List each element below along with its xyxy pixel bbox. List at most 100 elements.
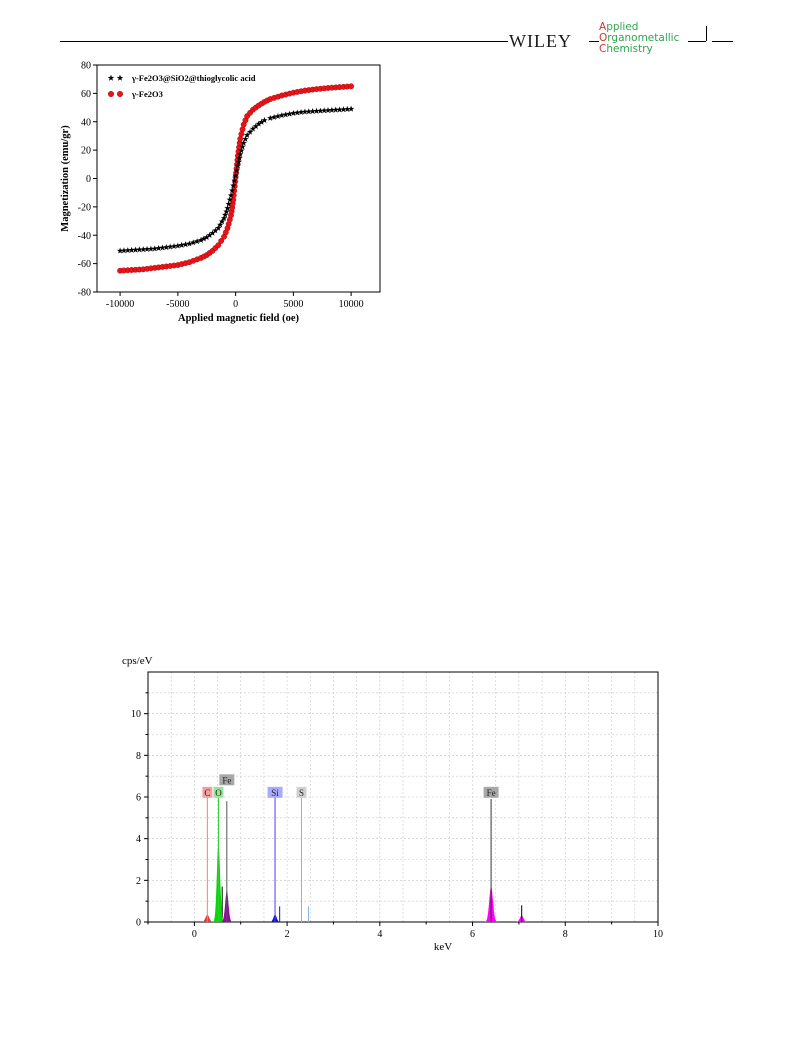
legend-marker-star: [116, 74, 124, 81]
data-point-star: [332, 106, 339, 113]
wiley-logo: WILEY: [509, 31, 572, 51]
y-axis-label: Magnetization (emu/gr): [60, 125, 71, 232]
data-point-star: [239, 143, 246, 150]
y-tick-label: 0: [86, 174, 91, 185]
x-tick-label: 10: [653, 929, 663, 940]
peak-fe: Fe: [217, 774, 237, 922]
y-tick-label: 8: [136, 751, 141, 762]
peak-label-box: [296, 786, 307, 798]
data-point-circle: [218, 238, 225, 244]
journal-dash-left: [589, 41, 599, 42]
data-point-star: [215, 224, 222, 231]
data-point-star: [229, 187, 236, 194]
peak-label-box: [483, 786, 499, 798]
journal-line-2: Organometallic: [599, 32, 680, 44]
data-point-star: [186, 240, 193, 247]
peak-label-box: [202, 786, 213, 798]
x-tick-label: 6: [470, 929, 475, 940]
data-point-star: [167, 243, 174, 250]
data-point-star: [309, 108, 316, 115]
data-point-star: [170, 243, 178, 250]
data-point-star: [116, 247, 124, 254]
peak-label: S: [299, 788, 304, 798]
data-point-star: [261, 117, 268, 123]
data-point-star: [203, 234, 210, 241]
y-tick-label: -40: [78, 231, 91, 242]
data-point-star: [328, 106, 336, 113]
peak-label: Fe: [222, 775, 231, 785]
data-point-star: [278, 112, 285, 119]
data-point-star: [317, 107, 324, 114]
journal-logo: Applied Organometallic Chemistry: [599, 22, 679, 55]
peak-label: O: [215, 788, 222, 798]
peak-o: O: [208, 786, 229, 922]
data-point-star: [324, 107, 332, 114]
data-point-star: [305, 108, 312, 115]
legend-marker-star: [107, 74, 115, 81]
data-point-circle: [239, 126, 246, 133]
x-axis-label: Applied magnetic field (oe): [178, 313, 300, 324]
data-point-star: [340, 106, 347, 113]
data-point-star: [347, 105, 355, 112]
data-point-star: [178, 241, 185, 248]
series-fe2o3: [117, 83, 355, 274]
peak-label-box: [219, 774, 235, 786]
data-point-star: [313, 107, 320, 114]
data-point-star: [226, 196, 233, 203]
data-point-star: [206, 231, 213, 238]
data-point-star: [163, 244, 170, 250]
data-point-circle: [215, 242, 222, 249]
legend-label: γ-Fe2O3: [131, 89, 163, 99]
data-point-star: [174, 242, 181, 249]
data-point-star: [128, 246, 135, 253]
x-tick-label: -10000: [106, 299, 134, 310]
y-tick-label: 6: [136, 793, 141, 804]
grid: [147, 671, 659, 922]
data-point-star: [223, 208, 230, 215]
header-rule-left: [60, 41, 508, 42]
legend-item: γ-Fe2O3@SiO2@thioglycolic acid: [107, 73, 256, 83]
data-point-star: [246, 128, 254, 135]
data-point-star: [270, 113, 278, 120]
peak-label-box: [213, 786, 224, 798]
y-tick-label: 20: [81, 146, 91, 157]
data-point-circle: [238, 131, 245, 137]
data-point-star: [255, 120, 262, 127]
data-point-circle: [348, 83, 355, 90]
x-tick-label: 10000: [339, 299, 364, 310]
peak-label: C: [204, 788, 210, 798]
data-point-star: [231, 177, 238, 184]
data-point-star: [155, 244, 162, 251]
data-point-star: [217, 221, 224, 228]
data-point-star: [290, 109, 297, 116]
legend-label: γ-Fe2O3@SiO2@thioglycolic acid: [131, 73, 256, 83]
peak-c: C: [196, 786, 219, 922]
journal-line-1: Applied: [599, 21, 639, 33]
data-point-star: [219, 218, 226, 225]
page-header: WILEY Applied Organometallic Chemistry: [0, 0, 793, 70]
data-point-star: [252, 123, 259, 130]
y-tick-label: 10: [131, 709, 141, 720]
x-tick-label: 5000: [283, 299, 303, 310]
data-point-star: [242, 135, 249, 142]
y-tick-label: 4: [136, 834, 141, 845]
y-tick-label: 60: [81, 89, 91, 100]
y-tick-label: 2: [136, 876, 141, 887]
data-point-star: [267, 114, 274, 121]
data-point-star: [238, 147, 245, 154]
peak-si: Si: [265, 786, 285, 922]
magnetization-chart: -10000 -5000 0 5000 10000 -80 -60 -40 -20 0 20 40 60…: [60, 61, 381, 324]
data-point-star: [258, 118, 265, 125]
data-point-star: [182, 241, 189, 248]
data-point-star: [224, 204, 231, 211]
data-point-star: [120, 247, 128, 254]
data-point-star: [227, 192, 235, 199]
data-point-star: [200, 235, 207, 242]
data-point-star: [225, 200, 232, 207]
minor-peaks: [221, 886, 533, 922]
data-point-star: [143, 245, 151, 252]
data-point-star: [321, 107, 328, 114]
data-point-star: [294, 109, 301, 116]
x-tick-label: 0: [192, 929, 197, 940]
